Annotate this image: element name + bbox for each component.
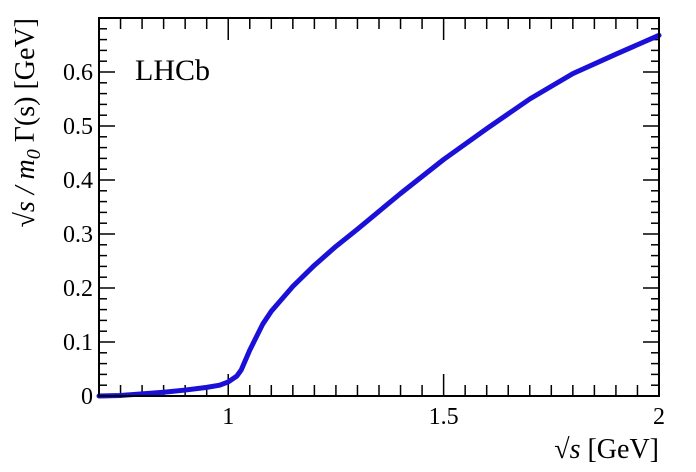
- x-tick-label: 1: [222, 404, 234, 430]
- y-tick-label: 0.5: [63, 114, 93, 140]
- x-tick-label: 2: [653, 404, 665, 430]
- x-tick-label: 1.5: [429, 404, 459, 430]
- y-tick-label: 0: [81, 384, 93, 410]
- lhcb-annotation: LHCb: [135, 54, 210, 87]
- series-line: [96, 32, 662, 399]
- series-layer: [96, 32, 662, 399]
- tick-labels: 1 1.5 2 0 0.1 0.2 0.3 0.4 0.5 0.6: [63, 60, 665, 430]
- plot-frame: [98, 17, 660, 397]
- y-axis-label: √s / m0 Γ(s) [GeV]: [10, 18, 45, 228]
- x-axis-label: √s [GeV]: [554, 434, 659, 465]
- y-tick-label: 0.4: [63, 168, 93, 194]
- axis-ticks: [98, 17, 660, 397]
- y-tick-label: 0.1: [63, 330, 93, 356]
- y-tick-label: 0.6: [63, 60, 93, 86]
- y-tick-label: 0.2: [63, 276, 93, 302]
- y-tick-label: 0.3: [63, 222, 93, 248]
